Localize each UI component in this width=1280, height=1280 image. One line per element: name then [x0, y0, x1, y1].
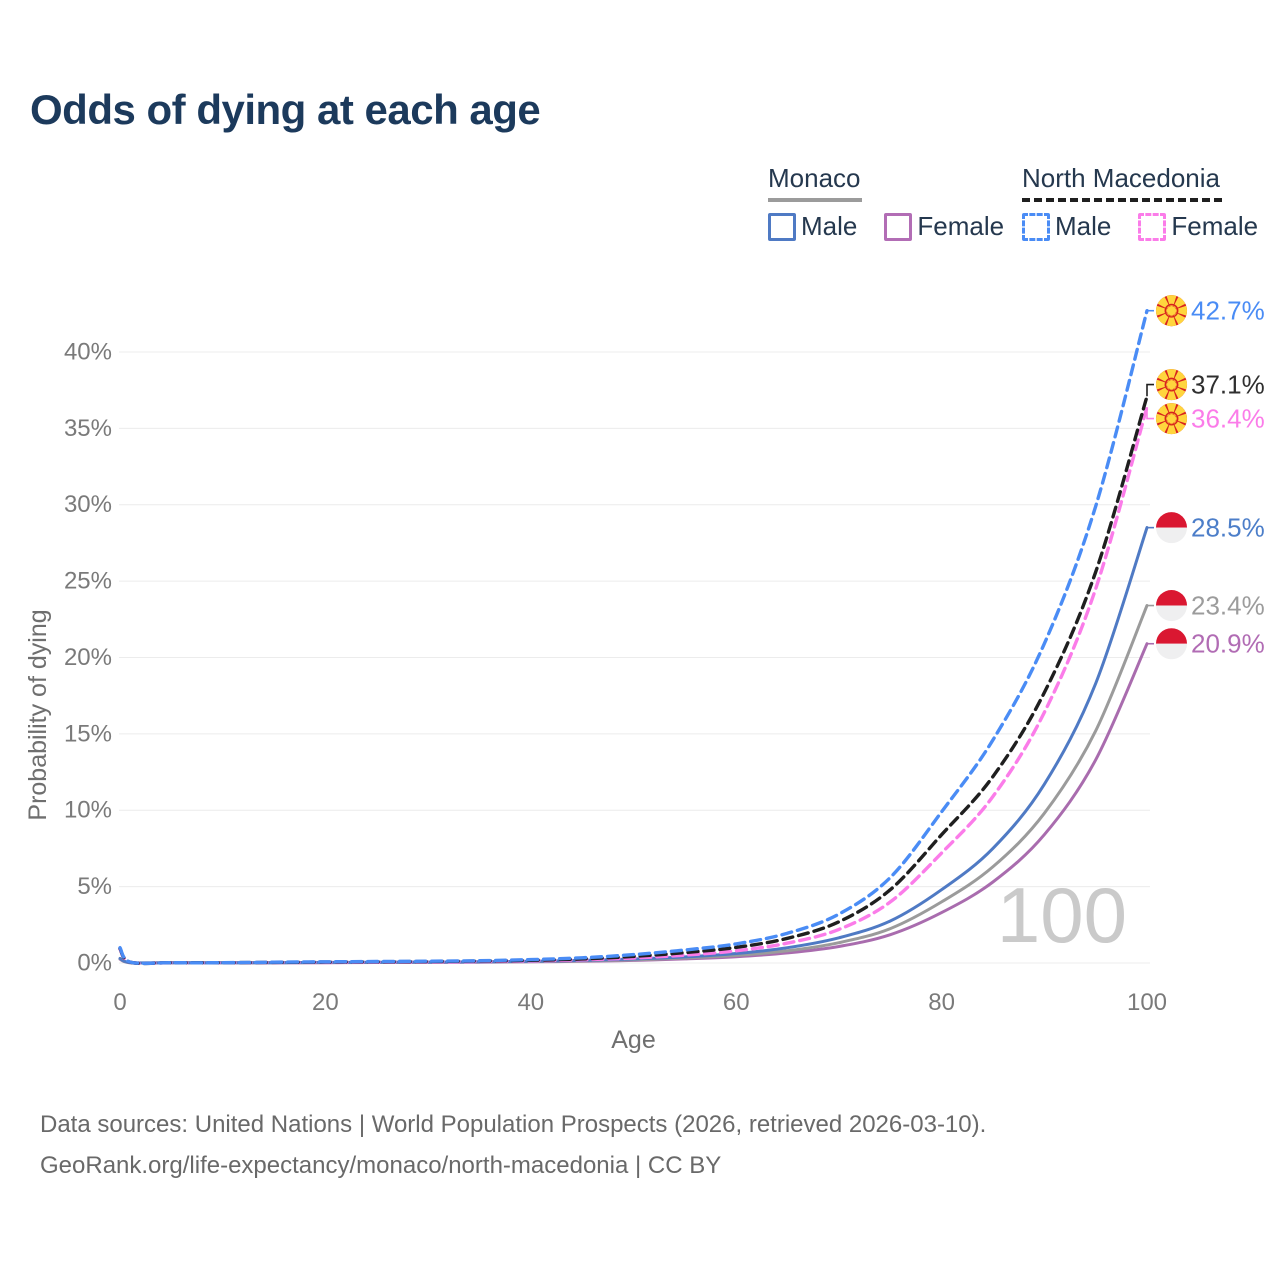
mc-female-line[interactable] [118, 642, 1149, 965]
x-tick-label: 0 [113, 989, 126, 1016]
page-title: Odds of dying at each age [30, 86, 541, 133]
y-tick-label: 20% [64, 644, 112, 671]
north-macedonia-female-label: Female [1171, 211, 1259, 241]
legend-header-north-macedonia: North Macedonia [1022, 163, 1220, 193]
north-macedonia-flag-icon [1155, 294, 1189, 328]
mc-female-end-label: 20.9% [1191, 629, 1265, 659]
legend-header-monaco: Monaco [768, 163, 861, 193]
y-tick-label: 35% [64, 415, 112, 442]
y-tick-label: 40% [64, 338, 112, 365]
mc-both-end-label: 23.4% [1191, 591, 1265, 621]
y-axis-title: Probability of dying [24, 609, 52, 820]
north-macedonia-male-label: Male [1055, 211, 1112, 241]
mc-both-line[interactable] [118, 604, 1149, 965]
north-macedonia-female-checkbox[interactable] [1138, 212, 1167, 241]
nm-both-line[interactable] [118, 394, 1149, 966]
monaco-female-checkbox[interactable] [884, 212, 913, 241]
x-axis-title: Age [611, 1026, 655, 1054]
label-leader-line [1146, 406, 1154, 420]
y-tick-label: 15% [64, 720, 112, 747]
nm-female-end-label: 36.4% [1191, 404, 1265, 434]
data-source-attribution: Data sources: United Nations | World Pop… [40, 1104, 986, 1186]
monaco-flag-icon [1155, 589, 1188, 622]
mc-male-end-label: 28.5% [1191, 513, 1265, 543]
data-source-line: Data sources: United Nations | World Pop… [40, 1111, 987, 1138]
y-tick-label: 30% [64, 491, 112, 518]
monaco-line-sample [768, 198, 862, 202]
y-tick-label: 25% [64, 568, 112, 595]
x-tick-label: 100 [1127, 989, 1167, 1016]
license-line: GeoRank.org/life-expectancy/monaco/north… [40, 1152, 722, 1179]
age-counter-watermark: 100 [997, 871, 1127, 959]
label-leader-line [1146, 383, 1154, 397]
mc-male-line[interactable] [118, 526, 1149, 965]
nm-male-end-label: 42.7% [1191, 296, 1265, 326]
y-tick-label: 10% [64, 797, 112, 824]
x-tick-label: 60 [723, 989, 750, 1016]
nm-both-end-label: 37.1% [1191, 370, 1265, 400]
monaco-female-label: Female [917, 211, 1005, 241]
legend-group-north-macedonia: North Macedonia Male Female [1022, 163, 1280, 242]
north-macedonia-male-checkbox[interactable] [1022, 212, 1050, 241]
north-macedonia-line-sample [1022, 198, 1222, 202]
north-macedonia-flag-icon [1155, 368, 1189, 402]
north-macedonia-flag-icon [1155, 402, 1189, 436]
x-tick-label: 40 [517, 989, 544, 1016]
x-tick-label: 80 [928, 989, 955, 1016]
nm-female-line[interactable] [118, 405, 1149, 966]
nm-male-line[interactable] [118, 309, 1149, 966]
monaco-male-label: Male [801, 211, 858, 241]
monaco-male-checkbox[interactable] [768, 212, 796, 241]
y-tick-label: 0% [77, 950, 112, 977]
monaco-flag-icon [1155, 511, 1188, 544]
legend-group-monaco: Monaco Male Female [768, 163, 1026, 242]
x-tick-label: 20 [312, 989, 339, 1016]
monaco-flag-icon [1155, 627, 1188, 660]
y-tick-label: 5% [77, 873, 112, 900]
